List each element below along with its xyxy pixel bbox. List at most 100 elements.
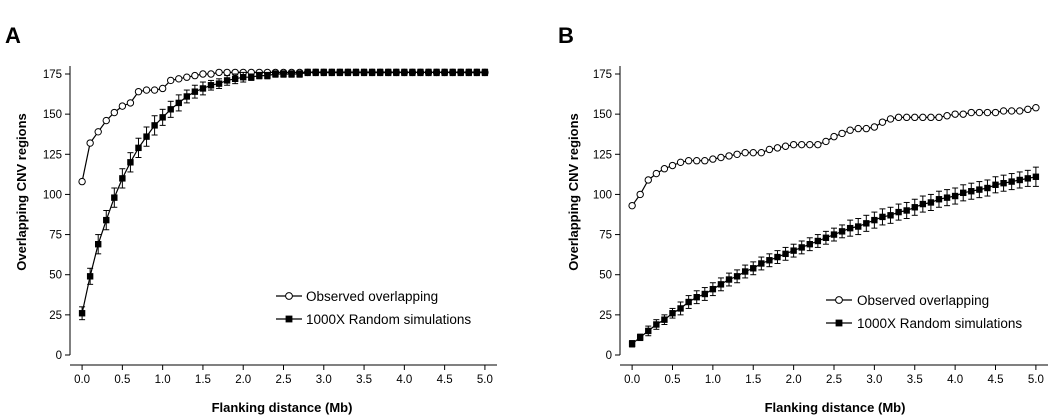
panel-b-y-tick-label: 75 (599, 230, 612, 242)
panel-b-observed-point (951, 110, 959, 118)
panel-a-random-point (111, 194, 118, 201)
panel-b-x-tick-label: 0.0 (624, 374, 640, 386)
panel-b-random-point (855, 223, 862, 230)
panel-b-observed-point (693, 157, 701, 165)
panel-a-random-point (248, 74, 255, 81)
panel-a-random-point (465, 69, 473, 76)
panel-a-random-point (336, 69, 344, 76)
panel-a-observed-point (191, 71, 199, 80)
panel-b-random-point (758, 260, 765, 267)
panel-a-random-point (417, 69, 424, 76)
panel-b-y-tick-label: 50 (599, 270, 612, 282)
panel-b-random-point (741, 268, 749, 275)
panel-a-observed-point (134, 87, 143, 96)
panel-b-random-point (709, 285, 717, 293)
panel-b-random-point (750, 265, 757, 272)
panel-b-observed-point (1024, 105, 1032, 114)
panel-b-x-tick-label: 0.5 (664, 374, 680, 386)
panel-b-observed-point (830, 132, 838, 141)
panel-b-random-point (693, 293, 700, 301)
panel-a-random-point (215, 80, 223, 87)
panel-b-observed-point (652, 169, 661, 178)
panel-a-x-tick-label: 2.0 (235, 374, 251, 386)
panel-b-observed-point (806, 140, 814, 149)
panel-b-observed-point (1016, 107, 1024, 115)
panel-a-random-point (320, 69, 327, 76)
panel-a-y-tick-label: 175 (43, 69, 62, 81)
panel-a-x-tick-label: 0.5 (114, 374, 130, 386)
panel-a-x-tick-label: 3.0 (316, 374, 332, 386)
panel-b-observed-point (717, 153, 725, 162)
panel-a-random-point (328, 69, 336, 76)
panel-b-random-point (790, 247, 797, 254)
panel-b-observed-point (846, 126, 854, 134)
panel-a-y-axis-title: Overlapping CNV regions (14, 113, 29, 270)
panel-a-random-point (312, 69, 319, 76)
panel-b-observed-point (838, 129, 846, 138)
panel-b-y-tick-label: 100 (593, 189, 612, 201)
panel-b-x-tick-label: 2.5 (826, 374, 842, 386)
panel-b-observed-point (1007, 107, 1016, 115)
panel-b-observed-point (757, 148, 766, 157)
panel-a-random-point (207, 82, 215, 89)
panel-a-random-point (199, 85, 207, 92)
panel-a-random-point (119, 175, 126, 182)
panel-b-x-tick-label: 5.0 (1028, 374, 1044, 386)
panel-b-random-point (1024, 175, 1032, 182)
panel-b-axes: 0 25 50 75 100 125 150 175 0.0 0.5 1.0 1.5 2.0 2.5 3.0… (593, 66, 1048, 386)
panel-b-legend: Observed overlapping 1000X Random simula… (826, 293, 1022, 331)
panel-a-observed-point (175, 75, 183, 83)
panel-b-y-tick-label: 150 (593, 109, 612, 121)
panel-b-random-point (806, 241, 813, 248)
panel-b-random-point (871, 216, 878, 224)
panel-b-observed-point (862, 124, 871, 133)
panel-b-observed-point (636, 190, 644, 199)
panel-b-observed-point (967, 108, 975, 117)
panel-a-random-point (393, 69, 400, 76)
panel-a-random-point (481, 69, 489, 76)
panel-b-observed-point (814, 140, 822, 149)
panel-a-observed-point (158, 84, 167, 93)
panel-b-random-point (798, 244, 805, 251)
panel-b-observed-point (797, 140, 806, 149)
panel-a-x-axis-title: Flanking distance (Mb) (212, 400, 353, 415)
panel-a-random-point (167, 106, 174, 113)
panel-a-random-point (256, 72, 263, 79)
panel-b-observed-point (870, 123, 879, 131)
panel-b-observed-point (709, 155, 717, 163)
panel-b-random-point (863, 220, 870, 227)
panel-a-random-point (280, 70, 287, 78)
panel-a-observed-point (86, 139, 94, 147)
panel-b-random-point (935, 196, 943, 203)
panel-b-random-point (628, 340, 636, 347)
panel-a-random-point (433, 69, 440, 76)
panel-b-x-tick-label: 3.5 (907, 374, 923, 386)
panel-a-observed-point (102, 116, 110, 125)
panel-a-observed-point (118, 102, 127, 110)
panel-b-observed-point (854, 124, 862, 133)
panel-a-random-point (288, 70, 295, 78)
panel-b-random-point (903, 207, 910, 214)
panel-a-x-tick-label: 1.5 (195, 374, 211, 386)
panel-a-x-tick-label: 4.5 (437, 374, 453, 386)
panel-a-random-point (127, 159, 134, 166)
panel-b-observed-point (725, 152, 733, 160)
panel-a-random-point (401, 69, 408, 76)
panel-a-y-tick-label: 25 (49, 310, 62, 322)
panel-b-series (628, 104, 1040, 348)
panel-b-observed-point (660, 165, 669, 173)
panel-b-observed-point (943, 112, 951, 120)
panel-a-x-tick-label: 3.5 (356, 374, 372, 386)
panel-a-random-point (457, 69, 464, 76)
panel-a-random-point (151, 122, 158, 129)
panel-b-observed-point (749, 148, 757, 157)
panel-b-observed-point (701, 157, 709, 165)
panel-b: B 0 25 50 75 100 125 150 175 0.0 0.5 1.0 1.5 2.0 2.5 3… (558, 23, 1048, 415)
panel-a-random-point (159, 114, 166, 121)
panel-b-observed-point (644, 176, 652, 184)
panel-b-observed-point (894, 113, 903, 122)
panel-b-random-point (879, 213, 886, 221)
panel-a-random-point (103, 216, 110, 224)
panel-a-random-point (425, 69, 432, 76)
panel-b-random-point (919, 200, 927, 208)
